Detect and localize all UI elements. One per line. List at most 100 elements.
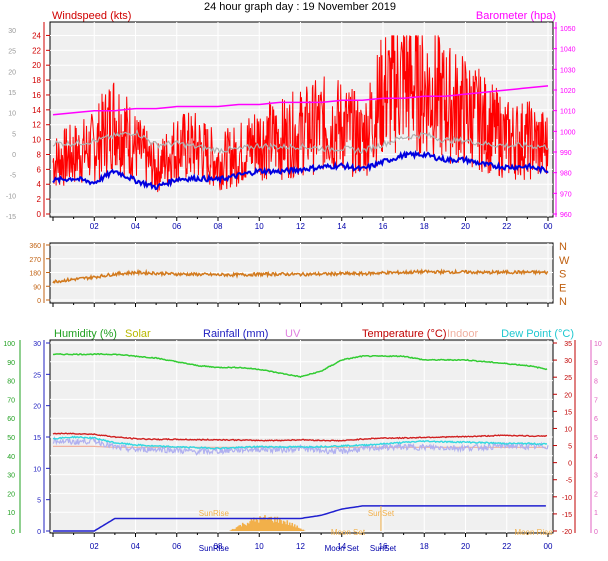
x-tick-label: 12 <box>296 542 305 551</box>
solar-bar <box>253 517 255 531</box>
x-tick-label: 10 <box>255 222 264 231</box>
moon-rise-annotation: Moon Rise <box>514 528 553 537</box>
dewpoint-line <box>52 435 548 450</box>
solar-bar <box>232 528 234 531</box>
temp-tick-label: -20 <box>562 529 572 536</box>
uv-tick-label: 0 <box>594 529 598 536</box>
wind-tick-label: 24 <box>32 31 41 40</box>
solar-bar <box>241 522 244 531</box>
solar-bar <box>238 525 240 531</box>
x-tick-label: 16 <box>379 222 388 231</box>
uv-tick-label: 3 <box>594 473 598 480</box>
uv-tick-label: 9 <box>594 360 598 367</box>
solar-bar <box>271 520 274 531</box>
wind-tick-label: 16 <box>32 91 41 100</box>
x-tick-label: 18 <box>420 222 429 231</box>
baro-tick-label: 1030 <box>560 67 576 74</box>
direction-tick-label: 270 <box>29 257 41 264</box>
solar-bar <box>261 517 264 531</box>
compass-label: E <box>559 282 566 294</box>
solar-bar <box>272 522 275 531</box>
solar-bar <box>291 522 294 531</box>
solar-bar <box>295 527 297 531</box>
x-tick-label: 04 <box>131 542 140 551</box>
rain-tick-label: 15 <box>33 435 41 442</box>
solar-bar <box>266 518 269 531</box>
solar-bar <box>281 523 284 531</box>
solar-bar <box>292 526 295 531</box>
temp-tick-label: 5 <box>568 444 572 451</box>
baro-tick-label: 980 <box>560 171 572 178</box>
solar-bar <box>275 521 277 531</box>
solar-bar <box>296 525 298 531</box>
solar-bar <box>255 518 258 531</box>
uv-tick-label: 2 <box>594 491 598 498</box>
solar-bar <box>282 520 285 531</box>
solar-bar <box>274 516 276 531</box>
solar-bar <box>280 520 282 531</box>
inner-tick-label: 5 <box>12 131 16 138</box>
sunrise-x-label: SunRise <box>199 544 230 553</box>
solar-bar <box>287 524 290 531</box>
uv-tick-label: 1 <box>594 510 598 517</box>
wind-tick-label: 6 <box>37 165 42 174</box>
humidity-tick-label: 90 <box>7 360 15 367</box>
x-tick-label: 22 <box>502 222 511 231</box>
barometer-line <box>52 85 549 116</box>
compass-label: S <box>559 269 566 281</box>
temperature-line <box>52 432 548 442</box>
baro-tick-label: 1050 <box>560 26 576 33</box>
rain-tick-label: 25 <box>33 372 41 379</box>
x-tick-label: 20 <box>461 222 470 231</box>
rainfall-line <box>53 505 546 532</box>
temp-tick-label: 0 <box>568 461 572 468</box>
uv-tick-label: 8 <box>594 379 598 386</box>
solar-bar <box>244 524 246 531</box>
solar-bar <box>236 526 239 531</box>
temp-tick-label: 25 <box>564 375 572 382</box>
inner-tick-label: 15 <box>8 90 16 97</box>
solar-bar <box>260 517 263 531</box>
solar-bar <box>243 523 245 531</box>
sunset-x-label: SunSet <box>370 544 397 553</box>
temp-tick-label: -5 <box>566 478 572 485</box>
lavender-line <box>52 435 549 456</box>
inner-tick-label: 25 <box>8 49 16 56</box>
x-tick-label: 14 <box>337 222 346 231</box>
solar-bar <box>276 516 279 531</box>
x-tick-label: 08 <box>214 222 223 231</box>
temp-tick-label: 20 <box>564 392 572 399</box>
baro-tick-label: 1040 <box>560 47 576 54</box>
dewpoint-label: Dew Point (°C) <box>501 328 574 340</box>
compass-label: W <box>559 255 570 267</box>
rain-tick-label: 30 <box>33 341 41 348</box>
baro-tick-label: 970 <box>560 191 572 198</box>
direction-tick-label: 360 <box>29 243 41 250</box>
temp-tick-label: -15 <box>562 512 572 519</box>
x-tick-label: 22 <box>502 542 511 551</box>
x-tick-label: 20 <box>461 542 470 551</box>
solar-bar <box>245 525 248 531</box>
direction-tick-label: 0 <box>37 298 41 305</box>
solar-bar <box>229 530 232 531</box>
wind-average-line <box>52 150 549 191</box>
wind-speed-line <box>52 35 549 193</box>
baro-tick-label: 1010 <box>560 109 576 116</box>
wind-tick-label: 12 <box>32 121 41 130</box>
solar-bar <box>262 517 265 531</box>
solar-bar <box>302 529 305 531</box>
solar-bar <box>286 520 289 531</box>
humidity-tick-label: 10 <box>7 510 15 517</box>
wind-tick-label: 18 <box>32 76 41 85</box>
uv-tick-label: 7 <box>594 397 598 404</box>
wind-direction-line <box>52 268 549 284</box>
inner-tick-label: -15 <box>6 214 16 221</box>
inner-tick-label: 30 <box>8 28 16 35</box>
uv-tick-label: 5 <box>594 435 598 442</box>
wind-tick-label: 4 <box>37 180 42 189</box>
x-tick-label: 06 <box>172 222 181 231</box>
x-tick-label: 16 <box>379 542 388 551</box>
humidity-tick-label: 70 <box>7 397 15 404</box>
x-tick-label: 12 <box>296 222 305 231</box>
